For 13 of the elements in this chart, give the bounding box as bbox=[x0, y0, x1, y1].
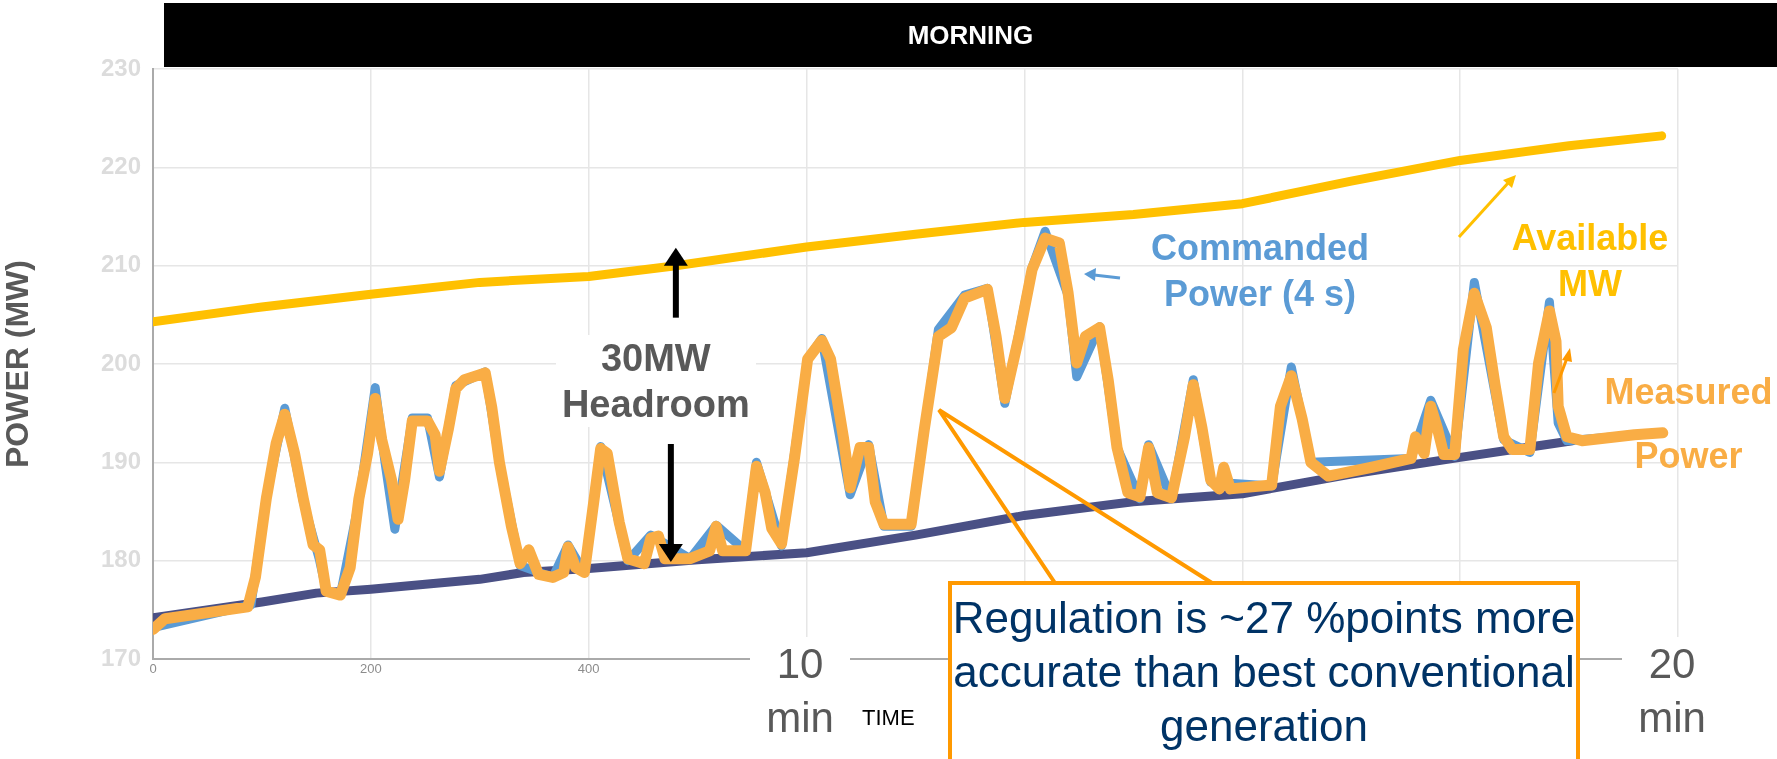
annotation: Regulation is ~27 %points more accurate than best conventional generation bbox=[948, 581, 1580, 759]
chart-title: MORNING bbox=[907, 19, 1034, 51]
x-tick-label: 400 bbox=[577, 661, 600, 677]
annotation: 10 min bbox=[750, 637, 850, 745]
annotation: 20 min bbox=[1622, 637, 1722, 745]
series-label: Available MW bbox=[1510, 216, 1670, 306]
x-axis-title: TIME bbox=[862, 705, 915, 731]
x-tick-label: 200 bbox=[360, 661, 382, 677]
series-label: Measured Power bbox=[1603, 370, 1774, 478]
y-axis-title: POWER (MW) bbox=[0, 260, 36, 468]
legend-label: Commanded Power (4 s) bbox=[1150, 226, 1370, 316]
x-tick-label: 0 bbox=[149, 661, 157, 677]
annotation: 30MW Headroom bbox=[555, 335, 756, 427]
